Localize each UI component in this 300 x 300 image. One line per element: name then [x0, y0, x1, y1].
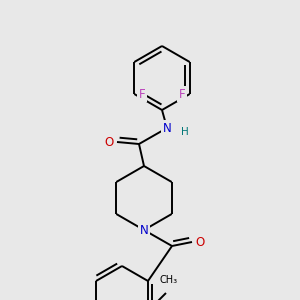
Text: CH₃: CH₃	[160, 275, 178, 285]
Text: N: N	[140, 224, 148, 236]
Text: O: O	[104, 136, 114, 148]
Text: F: F	[139, 88, 146, 100]
Text: H: H	[181, 127, 189, 137]
Text: N: N	[163, 122, 171, 134]
Text: O: O	[195, 236, 205, 248]
Text: F: F	[178, 88, 185, 100]
